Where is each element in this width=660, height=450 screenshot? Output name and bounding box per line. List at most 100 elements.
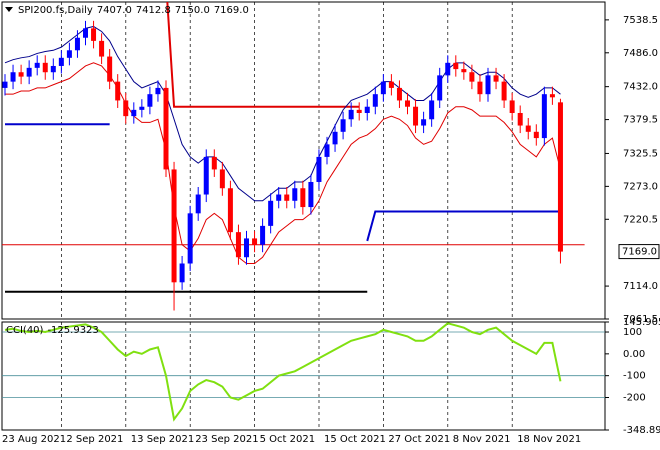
- y-tick-label: 7061.5: [623, 314, 658, 325]
- x-tick-label: 23 Sep 2021: [195, 434, 258, 445]
- candle-body: [413, 106, 419, 126]
- y-tick-label: 7486.0: [623, 48, 658, 59]
- candle-body: [461, 69, 467, 73]
- candle-body: [429, 100, 435, 120]
- indicator-title: CCI(40) -125.9323: [6, 325, 99, 336]
- candle-body: [99, 40, 105, 57]
- candle-body: [34, 62, 40, 68]
- candle-body: [380, 81, 386, 95]
- candle-body: [26, 67, 32, 77]
- y-tick-label: -348.897: [623, 425, 660, 436]
- drawn-line: [366, 210, 561, 242]
- candle-body: [139, 106, 145, 110]
- menu-arrow: [5, 7, 13, 12]
- candle-body: [300, 188, 306, 208]
- candle-body: [195, 194, 201, 214]
- candle-body: [332, 131, 338, 145]
- candle-body: [227, 188, 233, 233]
- candle-body: [268, 200, 274, 226]
- y-tick-label: 7538.5: [623, 15, 658, 26]
- y-tick-label: 7114.0: [623, 281, 658, 292]
- candle-body: [445, 62, 451, 76]
- candle-body: [179, 263, 185, 283]
- x-tick-label: 15 Oct 2021: [324, 434, 386, 445]
- candle-body: [83, 28, 88, 38]
- candle-body: [485, 75, 491, 95]
- y-tick-label: 7325.5: [623, 148, 658, 159]
- main-plot: [2, 2, 585, 319]
- cci-title: CCI(40): [6, 325, 44, 336]
- candle-body: [203, 156, 209, 195]
- candle-body: [219, 169, 225, 189]
- candle-body: [163, 87, 169, 170]
- y-tick-label: 145.905: [623, 317, 660, 328]
- candle-body: [292, 188, 298, 201]
- x-tick-label: 23 Aug 2021: [2, 434, 66, 445]
- candle-body: [340, 119, 346, 132]
- y-tick-label: 0.00: [623, 349, 645, 360]
- candle-body: [372, 94, 378, 107]
- candle-body: [66, 50, 72, 58]
- drawn-line: [166, 2, 360, 108]
- candle-body: [308, 181, 314, 208]
- candle-body: [396, 87, 402, 101]
- x-tick-label: 18 Nov 2021: [517, 434, 581, 445]
- x-tick-label: 13 Sep 2021: [131, 434, 194, 445]
- chart-title: SPI200.fs,Daily 7407.0 7412.8 7150.0 7169.0: [18, 5, 249, 16]
- candle-body: [324, 144, 330, 157]
- candle-body: [477, 81, 483, 95]
- candle-body: [348, 109, 354, 120]
- moving-average: [4, 25, 561, 202]
- title: SPI200.fs,Daily: [18, 5, 93, 16]
- x-tick-label: 8 Nov 2021: [453, 434, 511, 445]
- candle-body: [235, 232, 241, 258]
- main-panel: [1, 1, 606, 320]
- candle-body: [155, 87, 161, 95]
- candle-body: [107, 56, 113, 82]
- candle-body: [284, 194, 290, 201]
- candle-body: [421, 119, 427, 126]
- candle-body: [252, 238, 258, 245]
- cci-line: [4, 322, 562, 422]
- y-tick-label: 7379.5: [623, 115, 658, 126]
- candle-body: [74, 37, 80, 51]
- candle-body: [437, 75, 443, 101]
- candle-body: [501, 81, 507, 101]
- candle-body: [260, 225, 266, 245]
- candle-body: [171, 169, 177, 283]
- axes: 23 Aug 2021 2 Sep 2021 13 Sep 2021 23 Sep 2…: [2, 15, 660, 445]
- x-tick-label: 5 Oct 2021: [260, 434, 315, 445]
- moving-average: [5, 62, 561, 265]
- candle-body: [517, 112, 523, 126]
- candle-body: [187, 213, 193, 264]
- candle-body: [115, 81, 121, 101]
- candle-body: [18, 72, 24, 77]
- candle-body: [244, 238, 249, 258]
- low-value: 7150.0: [175, 5, 210, 16]
- candle-body: [2, 81, 8, 88]
- candle-body: [549, 94, 555, 98]
- candle-body: [91, 28, 97, 41]
- candle-body: [541, 94, 547, 139]
- candle-body: [211, 156, 217, 170]
- candle-body: [316, 156, 322, 182]
- y-tick-label: 100: [623, 327, 642, 338]
- candle-body: [356, 109, 362, 113]
- y-tick-label: -100: [623, 371, 646, 382]
- indicator-plot: [2, 322, 605, 430]
- high-value: 7412.8: [136, 5, 171, 16]
- candle-body: [469, 72, 475, 82]
- y-tick-label: 7220.5: [623, 214, 658, 225]
- y-tick-label: -200: [623, 393, 646, 404]
- candle-body: [525, 125, 531, 132]
- y-tick-label: 7273.0: [623, 181, 658, 192]
- open-value: 7407.0: [97, 5, 132, 16]
- x-tick-label: 2 Sep 2021: [66, 434, 123, 445]
- candle-body: [42, 62, 48, 73]
- candle-body: [509, 100, 515, 113]
- candle-body: [453, 62, 459, 70]
- candle-body: [388, 81, 394, 88]
- cci-value: -125.9323: [47, 325, 98, 336]
- candle-body: [493, 75, 499, 82]
- candle-body: [58, 57, 64, 66]
